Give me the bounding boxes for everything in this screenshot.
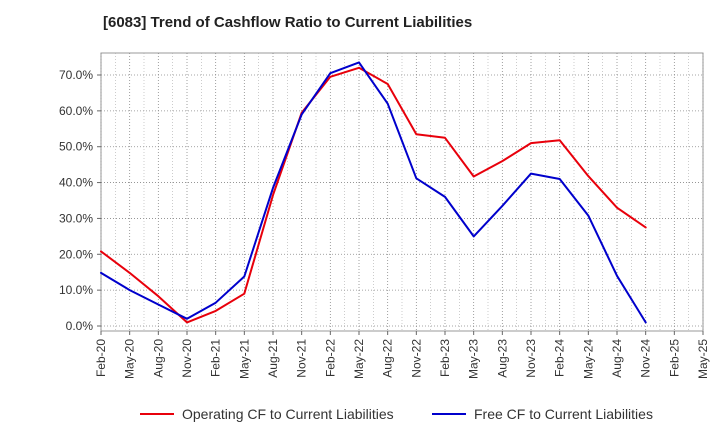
- x-tick-label: Feb-23: [438, 339, 452, 377]
- y-tick-label: 40.0%: [59, 176, 93, 190]
- x-tick-label: Nov-22: [409, 339, 423, 378]
- y-tick-label: 30.0%: [59, 211, 93, 225]
- legend: Operating CF to Current Liabilities Free …: [140, 406, 653, 422]
- x-tick-label: May-22: [352, 339, 366, 379]
- y-tick-label: 0.0%: [66, 319, 94, 333]
- legend-label-1: Operating CF to Current Liabilities: [182, 406, 394, 422]
- axis-layer: 0.0% 10.0% 20.0% 30.0% 40.0% 50.0% 60.0% 70.0% F…: [59, 68, 710, 379]
- x-tick-label: Aug-22: [381, 339, 395, 378]
- x-tick-label: Aug-24: [610, 339, 624, 378]
- x-tick-label: Nov-21: [295, 339, 309, 378]
- series-layer: [100, 61, 647, 324]
- x-tick-label: Nov-23: [524, 339, 538, 378]
- x-tick-label: Aug-20: [151, 339, 165, 378]
- y-tick-label: 60.0%: [59, 104, 93, 118]
- x-tick-label: Nov-24: [639, 339, 653, 378]
- x-tick-label: Feb-24: [553, 339, 567, 377]
- x-tick-label: Aug-21: [266, 339, 280, 378]
- x-tick-label: Feb-25: [667, 339, 681, 377]
- x-tick-label: Nov-20: [180, 339, 194, 378]
- x-tick-label: May-25: [696, 339, 710, 379]
- x-tick-label: May-23: [467, 339, 481, 379]
- x-tick-label: Feb-20: [94, 339, 108, 377]
- x-tick-label: May-21: [237, 339, 251, 379]
- y-tick-label: 20.0%: [59, 247, 93, 261]
- y-tick-label: 10.0%: [59, 283, 93, 297]
- chart-title: [6083] Trend of Cashflow Ratio to Curren…: [103, 14, 473, 31]
- x-tick-label: May-20: [123, 339, 137, 379]
- x-tick-label: May-24: [581, 339, 595, 379]
- x-tick-label: Feb-22: [323, 339, 337, 377]
- legend-label-2: Free CF to Current Liabilities: [474, 406, 653, 422]
- x-tick-label: Feb-21: [209, 339, 223, 377]
- series-line-1: [100, 66, 647, 324]
- x-tick-label: Aug-23: [495, 339, 509, 378]
- grid-layer: [100, 52, 704, 332]
- y-tick-label: 50.0%: [59, 140, 93, 154]
- y-tick-label: 70.0%: [59, 68, 93, 82]
- series-line-2: [100, 61, 647, 324]
